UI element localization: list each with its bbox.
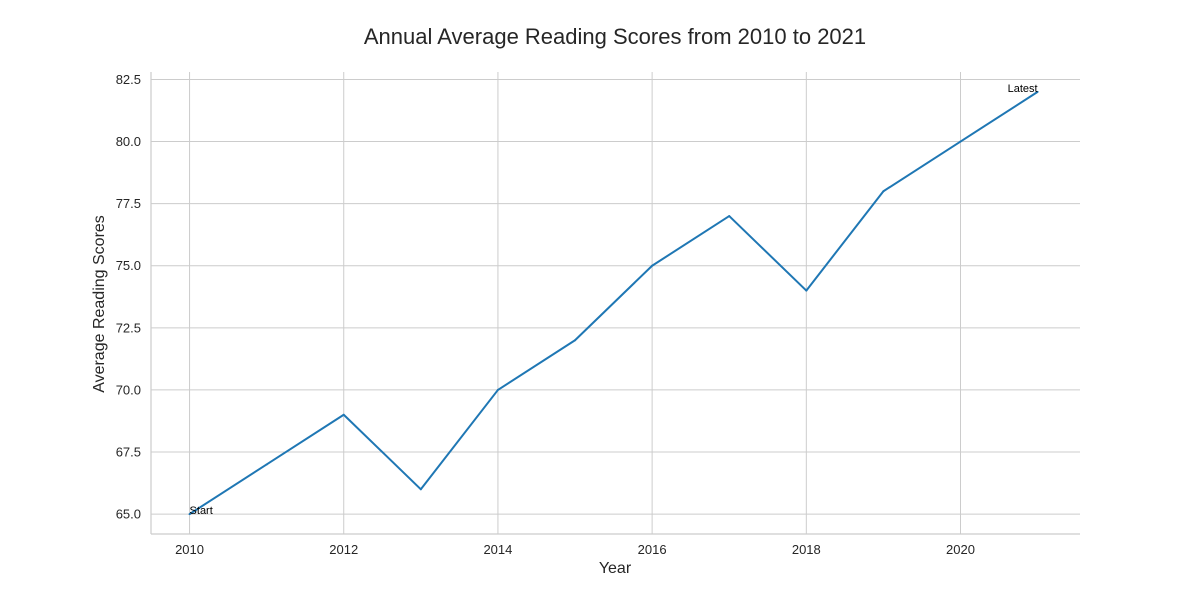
data-point	[574, 339, 577, 342]
y-tick-label: 77.5	[116, 196, 141, 211]
chart-title: Annual Average Reading Scores from 2010 …	[364, 24, 866, 49]
series-line	[189, 91, 1039, 515]
annotation-start: Start	[190, 505, 213, 517]
data-point	[882, 190, 885, 193]
data-point	[651, 264, 654, 267]
y-tick-label: 80.0	[116, 134, 141, 149]
data-point	[188, 513, 191, 516]
x-tick-label: 2014	[483, 542, 512, 557]
data-point	[419, 488, 422, 491]
x-tick-label: 2012	[329, 542, 358, 557]
grid	[151, 72, 1080, 534]
data-point	[1036, 90, 1039, 93]
y-tick-label: 82.5	[116, 72, 141, 87]
data-point	[728, 215, 731, 218]
x-tick-label: 2010	[175, 542, 204, 557]
x-tick-label: 2016	[638, 542, 667, 557]
x-tick-label: 2018	[792, 542, 821, 557]
annotation-latest: Latest	[1008, 83, 1038, 95]
axes-spines	[150, 72, 1080, 535]
tick-labels: 2010 2012 2014 2016 2018 2020 65.0 67.5 70.0 72.5…	[116, 72, 975, 557]
y-axis-label: Average Reading Scores	[91, 215, 108, 393]
data-point	[496, 388, 499, 391]
data-point	[805, 289, 808, 292]
data-point	[342, 413, 345, 416]
data-point	[265, 463, 268, 466]
y-tick-label: 67.5	[116, 445, 141, 460]
y-tick-label: 75.0	[116, 258, 141, 273]
annotations: Start Latest	[190, 83, 1038, 517]
series	[188, 90, 1039, 516]
y-tick-label: 65.0	[116, 507, 141, 522]
data-point	[959, 140, 962, 143]
x-axis-label: Year	[599, 560, 632, 577]
x-tick-label: 2020	[946, 542, 975, 557]
y-tick-label: 70.0	[116, 382, 141, 397]
y-tick-label: 72.5	[116, 320, 141, 335]
